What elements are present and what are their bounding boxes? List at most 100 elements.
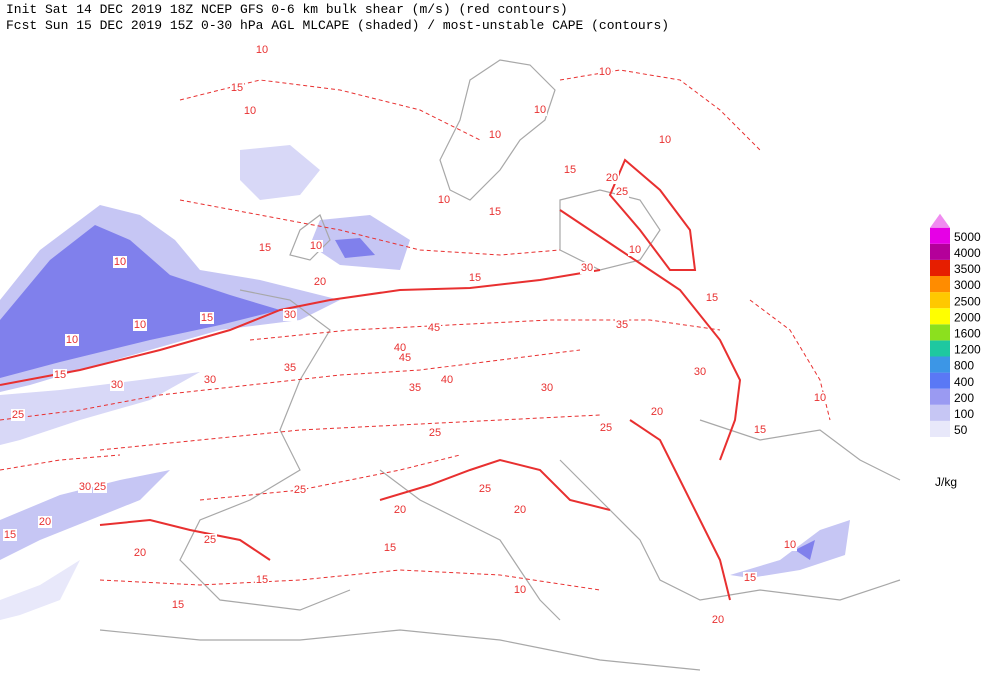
contour-label: 15 — [564, 164, 576, 176]
label-bg — [743, 572, 757, 584]
contour-label: 20 — [712, 614, 724, 626]
label-bg — [313, 276, 327, 288]
contour-label: 10 — [66, 334, 78, 346]
legend-swatch — [930, 372, 950, 389]
contour-label: 15 — [201, 312, 213, 324]
legend-label: 1600 — [954, 327, 981, 341]
contour-label: 25 — [616, 186, 628, 198]
legend-label: 1200 — [954, 343, 981, 357]
contour-label: 10 — [659, 134, 671, 146]
label-bg — [203, 534, 217, 546]
legend-label: 400 — [954, 375, 974, 389]
contour-label: 30 — [581, 262, 593, 274]
label-bg — [658, 134, 672, 146]
legend-unit: J/kg — [935, 475, 957, 489]
label-bg — [628, 244, 642, 256]
contour-label: 15 — [259, 242, 271, 254]
legend-swatch — [930, 404, 950, 421]
legend-swatch — [930, 324, 950, 341]
contour-label: 40 — [394, 342, 406, 354]
contour-label: 10 — [310, 240, 322, 252]
contour-label: 30 — [541, 382, 553, 394]
label-bg — [468, 272, 482, 284]
contour-label: 15 — [706, 292, 718, 304]
contour-label: 45 — [399, 352, 411, 364]
legend-label: 50 — [954, 423, 968, 437]
contour-label: 35 — [284, 362, 296, 374]
label-bg — [230, 82, 244, 94]
contour-label: 10 — [244, 105, 256, 117]
legend-label: 100 — [954, 407, 974, 421]
label-bg — [133, 319, 147, 331]
contour-label: 40 — [441, 374, 453, 386]
legend-label: 4000 — [954, 246, 981, 260]
label-bg — [693, 366, 707, 378]
header-line: Fcst Sun 15 DEC 2019 15Z 0-30 hPa AGL ML… — [6, 18, 669, 33]
contour-label: 35 — [616, 319, 628, 331]
contour-label: 30 — [204, 374, 216, 386]
legend-swatch — [930, 308, 950, 325]
label-bg — [393, 342, 407, 354]
label-bg — [171, 599, 185, 611]
label-bg — [540, 382, 554, 394]
contour-label: 35 — [409, 382, 421, 394]
legend-label: 5000 — [954, 230, 981, 244]
label-bg — [650, 406, 664, 418]
label-bg — [255, 44, 269, 56]
label-bg — [580, 262, 594, 274]
label-bg — [599, 422, 613, 434]
label-bg — [428, 427, 442, 439]
label-bg — [203, 374, 217, 386]
legend-swatch — [930, 292, 950, 309]
contour-label: 10 — [134, 319, 146, 331]
contour-label: 15 — [256, 574, 268, 586]
label-bg — [200, 312, 214, 324]
contour-label: 10 — [438, 194, 450, 206]
label-bg — [513, 584, 527, 596]
label-bg — [753, 424, 767, 436]
label-bg — [437, 194, 451, 206]
coastlines — [99, 59, 901, 671]
label-bg — [293, 484, 307, 496]
label-bg — [478, 483, 492, 495]
contour-label: 20 — [514, 504, 526, 516]
cape-shading — [0, 145, 850, 620]
contour-label: 10 — [534, 104, 546, 116]
legend-over — [930, 213, 950, 228]
label-bg — [393, 504, 407, 516]
label-bg — [53, 369, 67, 381]
contour-label: 25 — [429, 427, 441, 439]
contour-label: 30 — [79, 481, 91, 493]
contour-label: 15 — [4, 529, 16, 541]
label-bg — [427, 322, 441, 334]
legend-label: 3000 — [954, 278, 981, 292]
contour-label: 15 — [384, 542, 396, 554]
label-bg — [711, 614, 725, 626]
label-bg — [113, 256, 127, 268]
contour-label: 10 — [629, 244, 641, 256]
contour-label: 20 — [39, 516, 51, 528]
legend-swatch — [930, 356, 950, 373]
contour-label: 20 — [394, 504, 406, 516]
label-bg — [513, 504, 527, 516]
contour-label: 20 — [651, 406, 663, 418]
label-bg — [255, 574, 269, 586]
label-bg — [488, 129, 502, 141]
contour-label: 10 — [489, 129, 501, 141]
contour-label: 15 — [469, 272, 481, 284]
label-bg — [488, 206, 502, 218]
legend-swatch — [930, 227, 950, 244]
legend-swatch — [930, 243, 950, 260]
legend-label: 2000 — [954, 310, 981, 324]
label-bg — [408, 382, 422, 394]
label-bg — [65, 334, 79, 346]
contour-label: 25 — [600, 422, 612, 434]
contour-label: 15 — [754, 424, 766, 436]
legend-swatch — [930, 259, 950, 276]
label-bg — [813, 392, 827, 404]
label-bg — [309, 240, 323, 252]
contour-label: 15 — [489, 206, 501, 218]
contour-label: 15 — [231, 82, 243, 94]
